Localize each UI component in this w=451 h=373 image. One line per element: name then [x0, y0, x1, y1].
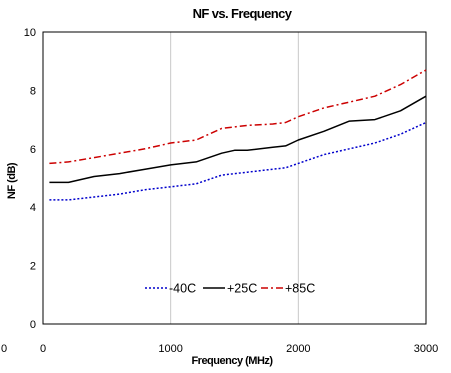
- series-line-2: [49, 69, 427, 165]
- y-axis: 0 2 4 6 8 10: [24, 27, 36, 331]
- plot-area-frame: [42, 31, 427, 325]
- chart-title: NF vs. Frequency: [193, 6, 293, 21]
- legend-label-0: -40C: [169, 282, 196, 296]
- x-axis-title: Frequency (MHz): [191, 355, 273, 367]
- legend-label-1: +25C: [227, 282, 257, 296]
- legend: -40C +25C +85C: [145, 282, 315, 296]
- y-tick-label: 10: [24, 27, 36, 39]
- legend-label-2: +85C: [285, 282, 315, 296]
- y-tick-label: 2: [30, 261, 36, 273]
- gridlines: [170, 32, 299, 324]
- y-tick-label: 8: [30, 85, 36, 97]
- stray-zero-label: 0: [1, 343, 7, 355]
- x-tick-label: 3000: [414, 343, 438, 355]
- x-tick-label: 0: [40, 343, 46, 355]
- x-tick-label: 2000: [286, 343, 310, 355]
- y-tick-label: 0: [30, 319, 36, 331]
- series-line-1: [49, 95, 427, 184]
- x-axis: 0 1000 2000 3000: [40, 343, 438, 355]
- x-tick-label: 1000: [158, 343, 182, 355]
- y-axis-title: NF (dB): [6, 162, 18, 199]
- y-tick-label: 6: [30, 144, 36, 156]
- series-lines: [49, 69, 427, 201]
- y-tick-label: 4: [30, 202, 36, 214]
- series-line-0: [49, 121, 427, 201]
